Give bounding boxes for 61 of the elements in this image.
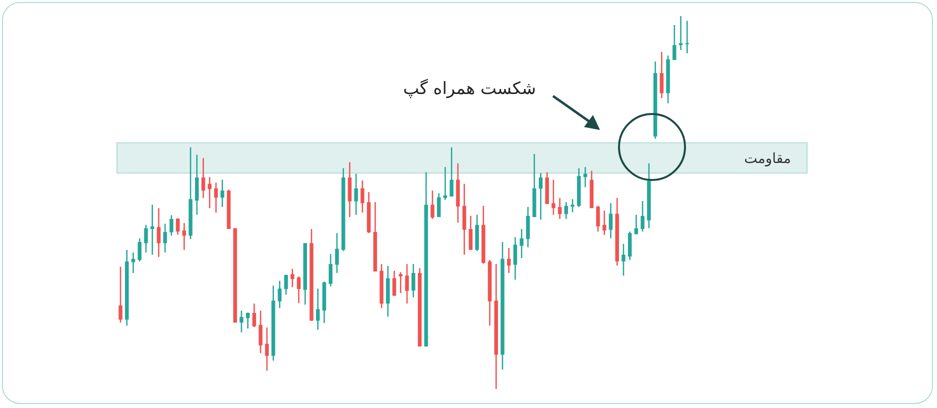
candlestick — [468, 215, 473, 251]
candlestick — [506, 247, 511, 274]
candlestick — [176, 218, 180, 236]
annotation: شکست همراه گپ — [403, 78, 536, 99]
candlestick — [265, 326, 269, 372]
candlestick — [640, 200, 644, 232]
candlestick — [208, 176, 212, 209]
candlestick — [558, 197, 562, 220]
candlestick — [195, 154, 199, 216]
candlestick — [392, 270, 396, 296]
candlestick — [240, 310, 244, 333]
candlestick — [348, 162, 352, 218]
candlestick — [296, 276, 301, 304]
candlestick — [622, 243, 626, 276]
candlestick — [628, 230, 632, 261]
candlestick — [156, 207, 161, 258]
candlestick — [634, 214, 638, 235]
candlestick — [278, 280, 282, 309]
candlestick — [685, 20, 690, 54]
candlestick — [564, 201, 568, 220]
candlestick — [201, 157, 206, 199]
candlestick — [411, 263, 416, 298]
candlestick — [316, 288, 320, 330]
candlestick — [608, 202, 613, 239]
candlestick — [182, 222, 186, 251]
candlestick — [462, 183, 466, 256]
candlestick — [360, 180, 364, 214]
candlestick — [118, 266, 122, 324]
candlestick — [520, 228, 524, 259]
candlestick — [596, 205, 600, 232]
candlestick — [328, 253, 332, 288]
candlestick — [513, 236, 518, 280]
candlestick — [335, 232, 339, 274]
candlestick — [246, 312, 250, 330]
candlestick — [252, 302, 256, 328]
candlestick — [144, 224, 148, 254]
candlestick — [220, 179, 224, 208]
candlestick — [170, 214, 174, 236]
candlestick — [538, 172, 543, 220]
candlestick — [660, 51, 664, 99]
candlestick — [290, 268, 294, 288]
candlestick — [602, 210, 606, 236]
candlestick — [214, 182, 218, 214]
candlestick — [436, 192, 441, 218]
candlestick — [138, 238, 142, 262]
candlestick — [150, 204, 154, 256]
candlestick — [258, 310, 262, 354]
candlestick — [678, 16, 683, 51]
candlestick — [398, 272, 403, 294]
candlestick — [284, 274, 288, 296]
band-label: مقاومت — [744, 150, 791, 167]
candlestick — [430, 190, 434, 220]
candlestick — [552, 179, 556, 216]
candlestick — [405, 263, 409, 304]
candlestick — [163, 223, 167, 254]
candlestick — [450, 146, 454, 198]
candlestick — [672, 24, 676, 61]
candlestick — [354, 173, 358, 216]
candlestick — [443, 166, 448, 201]
candlestick — [526, 206, 530, 248]
candlestick — [570, 198, 574, 213]
